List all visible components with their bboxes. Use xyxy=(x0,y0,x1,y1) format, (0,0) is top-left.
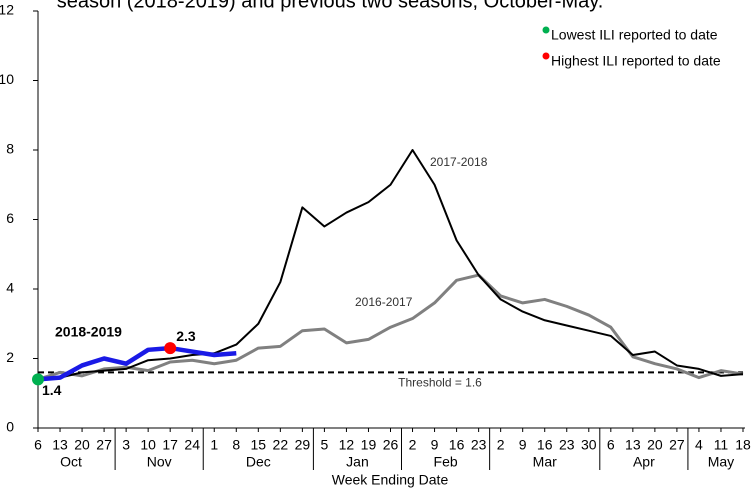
x-tick-label: 20 xyxy=(647,437,663,453)
x-tick-label: 3 xyxy=(122,437,130,453)
y-tick-label: 10 xyxy=(0,71,14,87)
marker-label: 2.3 xyxy=(176,328,196,344)
series-line xyxy=(37,149,744,381)
legend-label: Lowest ILI reported to date xyxy=(551,27,718,43)
marker-label: 1.4 xyxy=(42,382,62,398)
legend-swatch xyxy=(542,52,550,60)
x-tick-label: 4 xyxy=(695,437,703,453)
x-tick-label: 11 xyxy=(714,437,729,453)
x-tick-label: 26 xyxy=(383,437,399,453)
month-label: Oct xyxy=(60,454,82,470)
y-tick-label: 4 xyxy=(6,280,14,296)
marker-point xyxy=(164,342,177,355)
series-label: 2016-2017 xyxy=(355,295,413,309)
chart-title: season (2018-2019) and previous two seas… xyxy=(57,0,604,12)
x-axis-title: Week Ending Date xyxy=(332,472,449,488)
x-tick-label: 9 xyxy=(519,437,527,453)
x-tick-label: 23 xyxy=(471,437,487,453)
marker-point xyxy=(32,373,44,386)
month-label: Jan xyxy=(346,454,369,470)
x-tick-label: 18 xyxy=(735,437,751,453)
x-tick-label: 23 xyxy=(559,437,575,453)
y-tick-label: 12 xyxy=(0,2,14,18)
x-tick-label: 6 xyxy=(34,437,42,453)
x-tick-label: 10 xyxy=(140,437,156,453)
threshold-label: Threshold = 1.6 xyxy=(398,376,482,390)
x-tick-label: 20 xyxy=(74,437,90,453)
x-tick-label: 8 xyxy=(232,437,240,453)
x-tick-label: 6 xyxy=(607,437,615,453)
y-tick-label: 0 xyxy=(6,419,14,435)
x-tick-label: 5 xyxy=(321,437,329,453)
x-tick-label: 15 xyxy=(251,437,267,453)
series-label: 2018-2019 xyxy=(55,324,122,340)
x-tick-label: 30 xyxy=(581,437,597,453)
month-label: Feb xyxy=(434,454,458,470)
month-label: Dec xyxy=(246,454,271,470)
series-line xyxy=(37,273,744,381)
month-label: Nov xyxy=(147,454,172,470)
x-tick-label: 27 xyxy=(669,437,685,453)
x-tick-label: 2 xyxy=(409,437,417,453)
x-tick-label: 1 xyxy=(210,437,218,453)
y-tick-label: 6 xyxy=(6,210,14,226)
series-line xyxy=(37,345,237,382)
x-tick-label: 27 xyxy=(96,437,112,453)
x-tick-label: 16 xyxy=(537,437,553,453)
legend-label: Highest ILI reported to date xyxy=(551,53,721,69)
y-tick-label: 8 xyxy=(6,141,14,157)
x-tick-label: 29 xyxy=(295,437,311,453)
x-tick-label: 13 xyxy=(52,437,68,453)
series-label: 2017-2018 xyxy=(430,155,488,169)
month-label: Mar xyxy=(533,454,557,470)
x-tick-label: 19 xyxy=(361,437,377,453)
x-tick-label: 16 xyxy=(449,437,465,453)
x-tick-label: 2 xyxy=(497,437,505,453)
month-label: Apr xyxy=(633,454,655,470)
x-tick-label: 9 xyxy=(431,437,439,453)
x-tick-label: 22 xyxy=(273,437,289,453)
legend-swatch xyxy=(542,26,550,34)
x-tick-label: 24 xyxy=(184,437,200,453)
x-tick-label: 13 xyxy=(625,437,641,453)
month-label: May xyxy=(708,454,734,470)
x-tick-label: 17 xyxy=(162,437,178,453)
y-tick-label: 2 xyxy=(6,349,14,365)
x-tick-label: 12 xyxy=(339,437,355,453)
